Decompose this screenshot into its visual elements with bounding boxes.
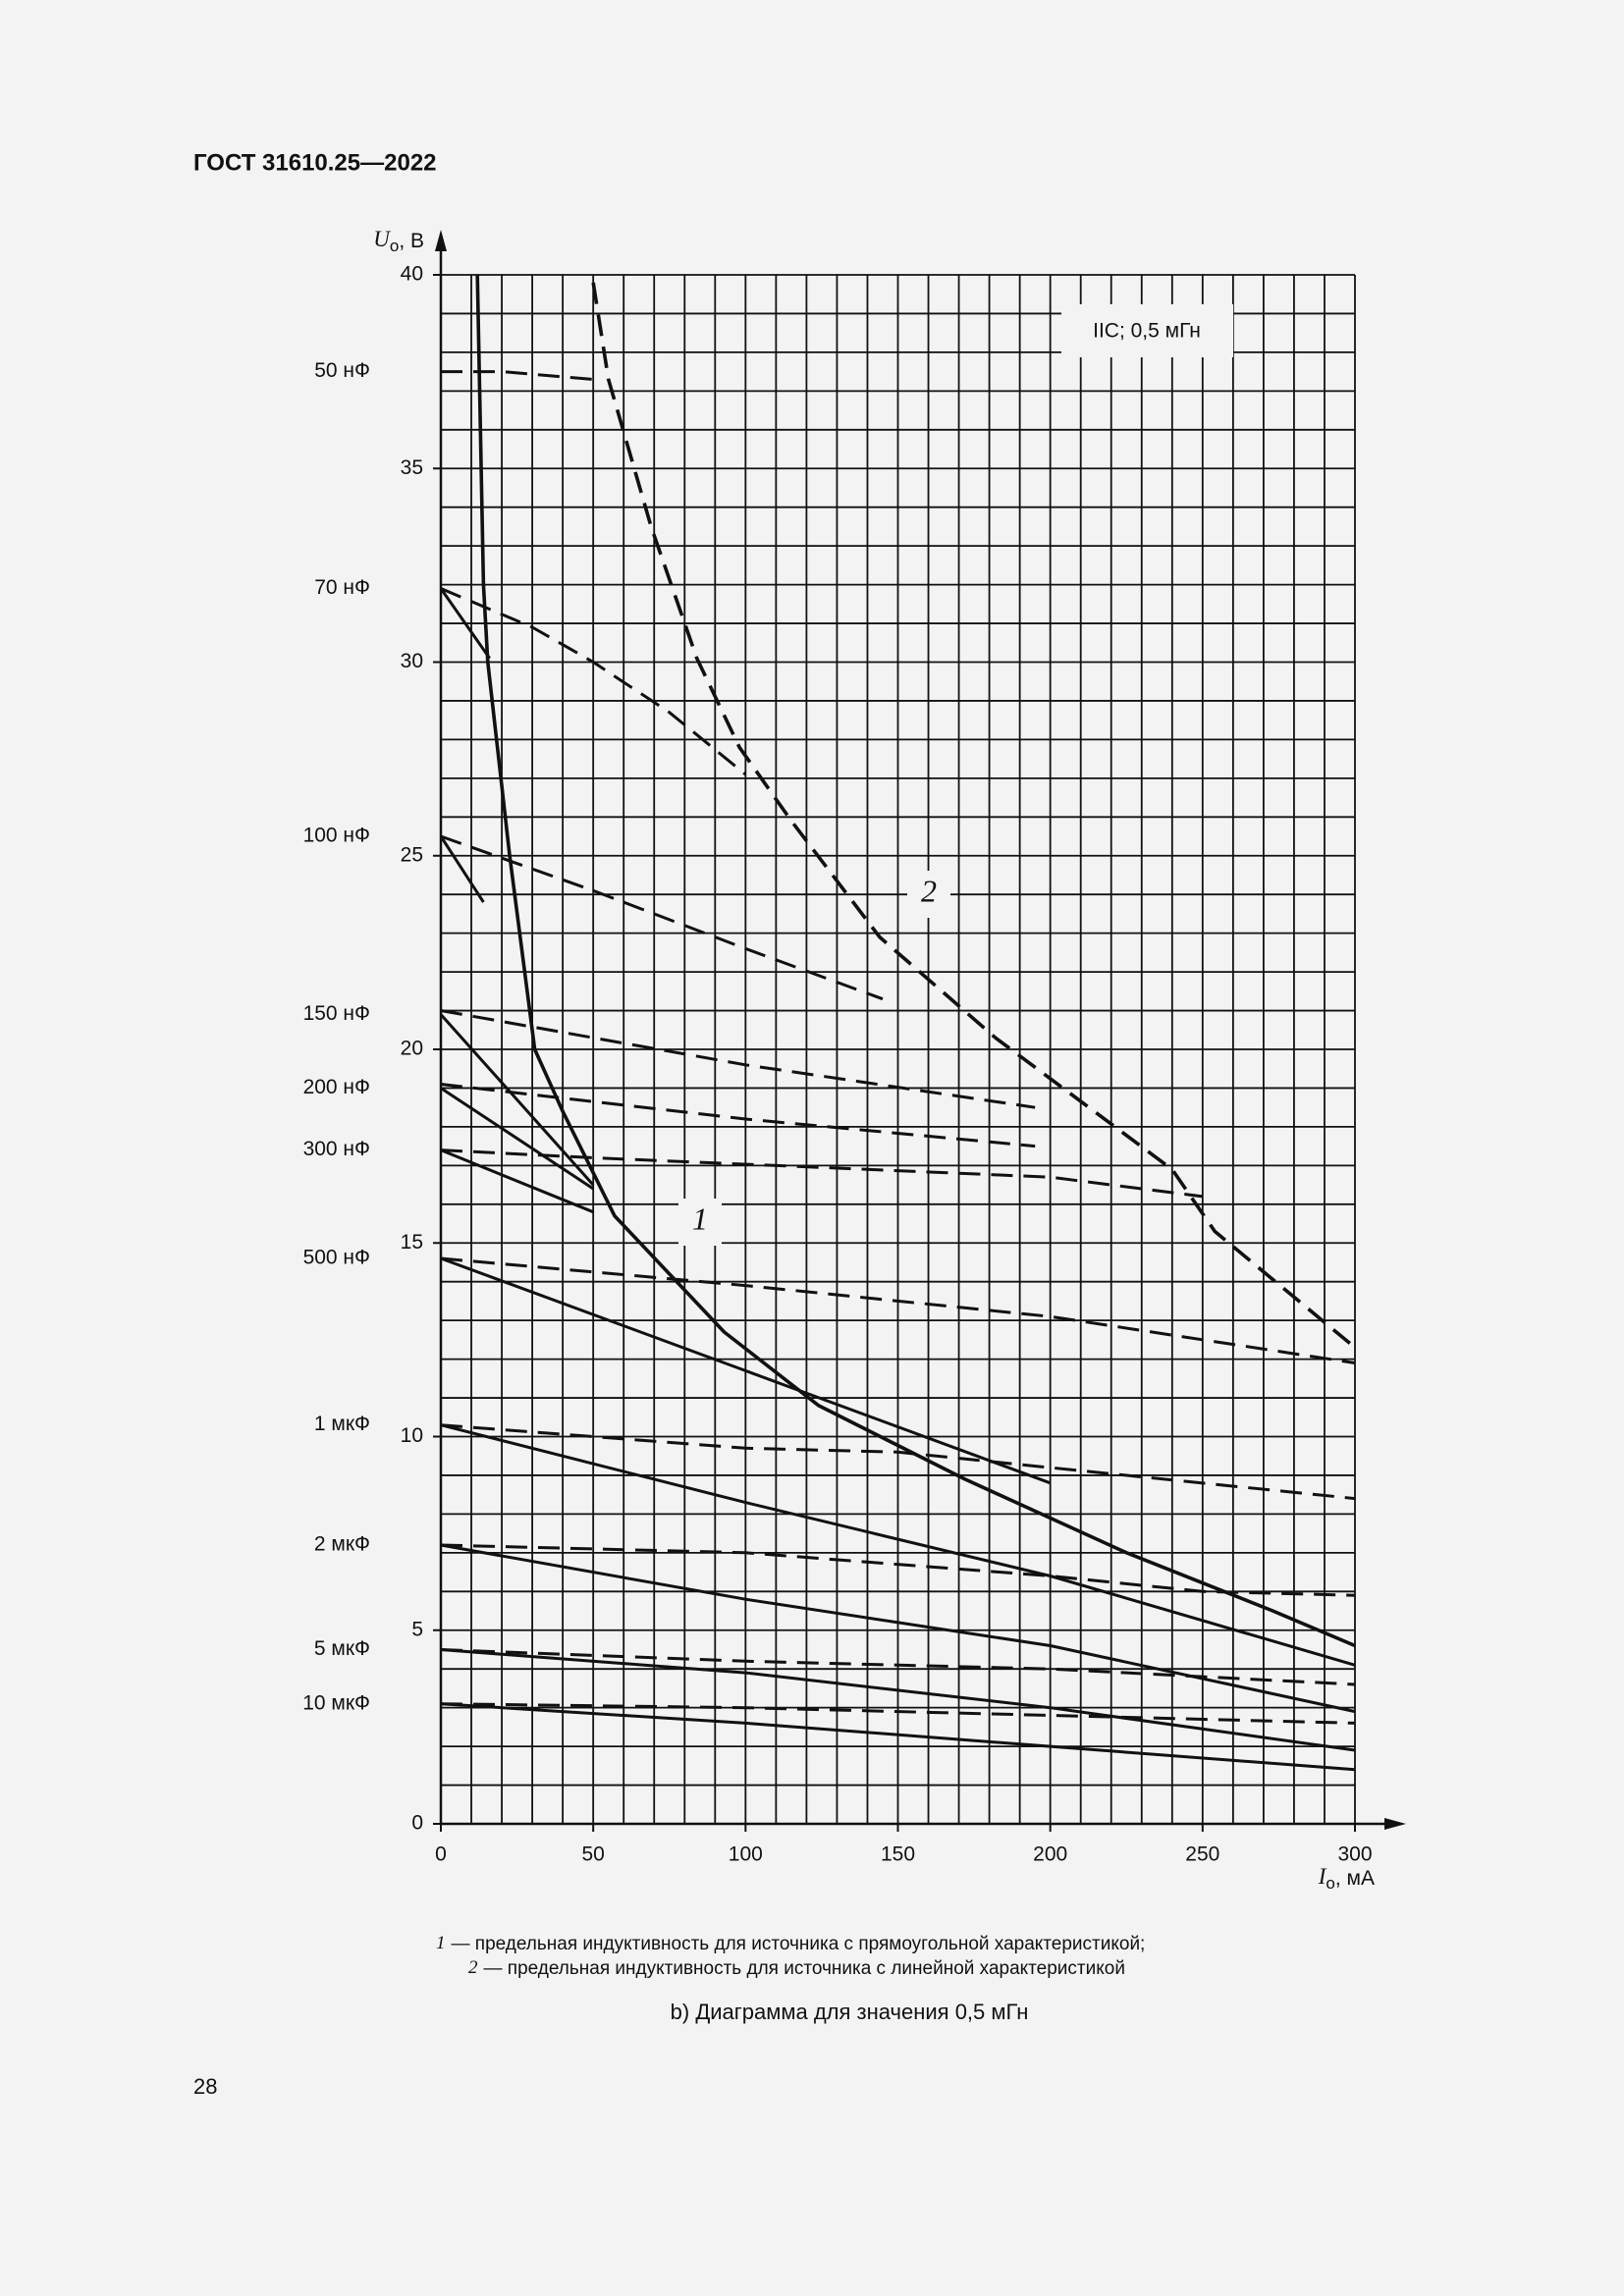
capacitance-line [440,1702,1356,1772]
capacitance-line [440,587,747,776]
annotation-box [1061,304,1233,357]
y-tick-label: 5 [411,1618,423,1640]
capacitance-label: 2 мкФ [314,1533,370,1556]
note-text: — предельная индуктивность для источника… [452,1934,1146,1954]
capacitance-line [440,1256,1356,1364]
curve-label-box [907,871,950,918]
capacitance-label: 150 нФ [303,1002,370,1025]
capacitance-line [440,1009,1036,1109]
y-tick-label: 10 [401,1424,423,1447]
capacitance-line [440,1423,1356,1501]
capacitance-line [440,1256,1052,1485]
capacitance-label: 100 нФ [303,825,370,847]
note-text: — предельная индуктивность для источника… [484,1958,1125,1979]
y-tick-label: 0 [411,1812,423,1835]
y-tick-label: 25 [401,843,423,866]
capacitance-line [440,1543,1356,1714]
capacitance-line [441,370,594,381]
y-tick-label: 30 [401,650,423,672]
y-tick-label: 40 [401,263,423,286]
capacitance-line [440,1087,595,1191]
y-symbol: U [373,227,391,251]
capacitance-label: 5 мкФ [314,1637,370,1660]
grid [440,274,1356,1825]
x-symbol: I [1318,1864,1327,1889]
y-tick-label: 35 [401,456,423,479]
page-number: 28 [193,2074,217,2099]
capacitance-line [440,1083,1036,1148]
capacitance-line [440,1148,1203,1199]
x-subscript: о [1326,1874,1334,1893]
capacitance-line [439,587,491,660]
capacitance-line [440,1648,1356,1686]
x-tick-label: 250 [1185,1843,1219,1866]
x-tick-label: 300 [1337,1843,1372,1866]
capacitance-label: 300 нФ [303,1138,370,1160]
x-tick-label: 150 [881,1843,915,1866]
curve-label: 2 [921,873,937,908]
x-tick-label: 100 [729,1843,763,1866]
capacitance-line [439,835,485,903]
y-axis-title: Uо, В [373,227,424,255]
annotation: IIC; 0,5 мГн [1093,320,1201,343]
note: 1 — предельная индуктивность для источник… [436,1933,1145,1954]
caption: b) Диаграмма для значения 0,5 мГн [671,2000,1029,2024]
capacitance-line [440,1148,594,1214]
note-number: 2 [468,1957,478,1978]
x-axis-title: Iо, мА [1318,1864,1375,1893]
x-tick-label: 50 [581,1843,604,1866]
capacitance-line [439,1013,595,1187]
y-tick-label: 15 [401,1231,423,1254]
curve-label-box [678,1199,722,1246]
capacitance-line [440,1543,1356,1597]
capacitance-line [440,834,884,1001]
capacitance-label: 500 нФ [303,1247,370,1269]
capacitance-label: 10 мкФ [302,1691,370,1714]
x-unit: , мА [1335,1867,1375,1890]
capacitance-line [440,1423,1356,1667]
x-tick-label: 0 [435,1843,447,1866]
y-subscript: о [390,237,399,255]
note: 2 — предельная индуктивность для источник… [468,1957,1125,1979]
y-unit: , В [399,230,424,252]
note-number: 1 [436,1933,446,1953]
y-arrow [435,230,447,251]
y-tick-label: 20 [401,1038,423,1060]
limit-curve [475,274,1356,1648]
limit-curve [591,282,1357,1350]
capacitance-label: 70 нФ [314,576,370,599]
capacitance-label: 50 нФ [314,359,370,382]
capacitance-label: 1 мкФ [314,1413,370,1435]
x-arrow [1384,1818,1406,1830]
capacitance-label: 200 нФ [303,1076,370,1098]
capacitance-line [440,1648,1356,1752]
x-tick-label: 200 [1033,1843,1067,1866]
capacitance-line [440,1702,1356,1725]
header-title: ГОСТ 31610.25—2022 [193,149,437,176]
curve-label: 1 [692,1201,708,1236]
